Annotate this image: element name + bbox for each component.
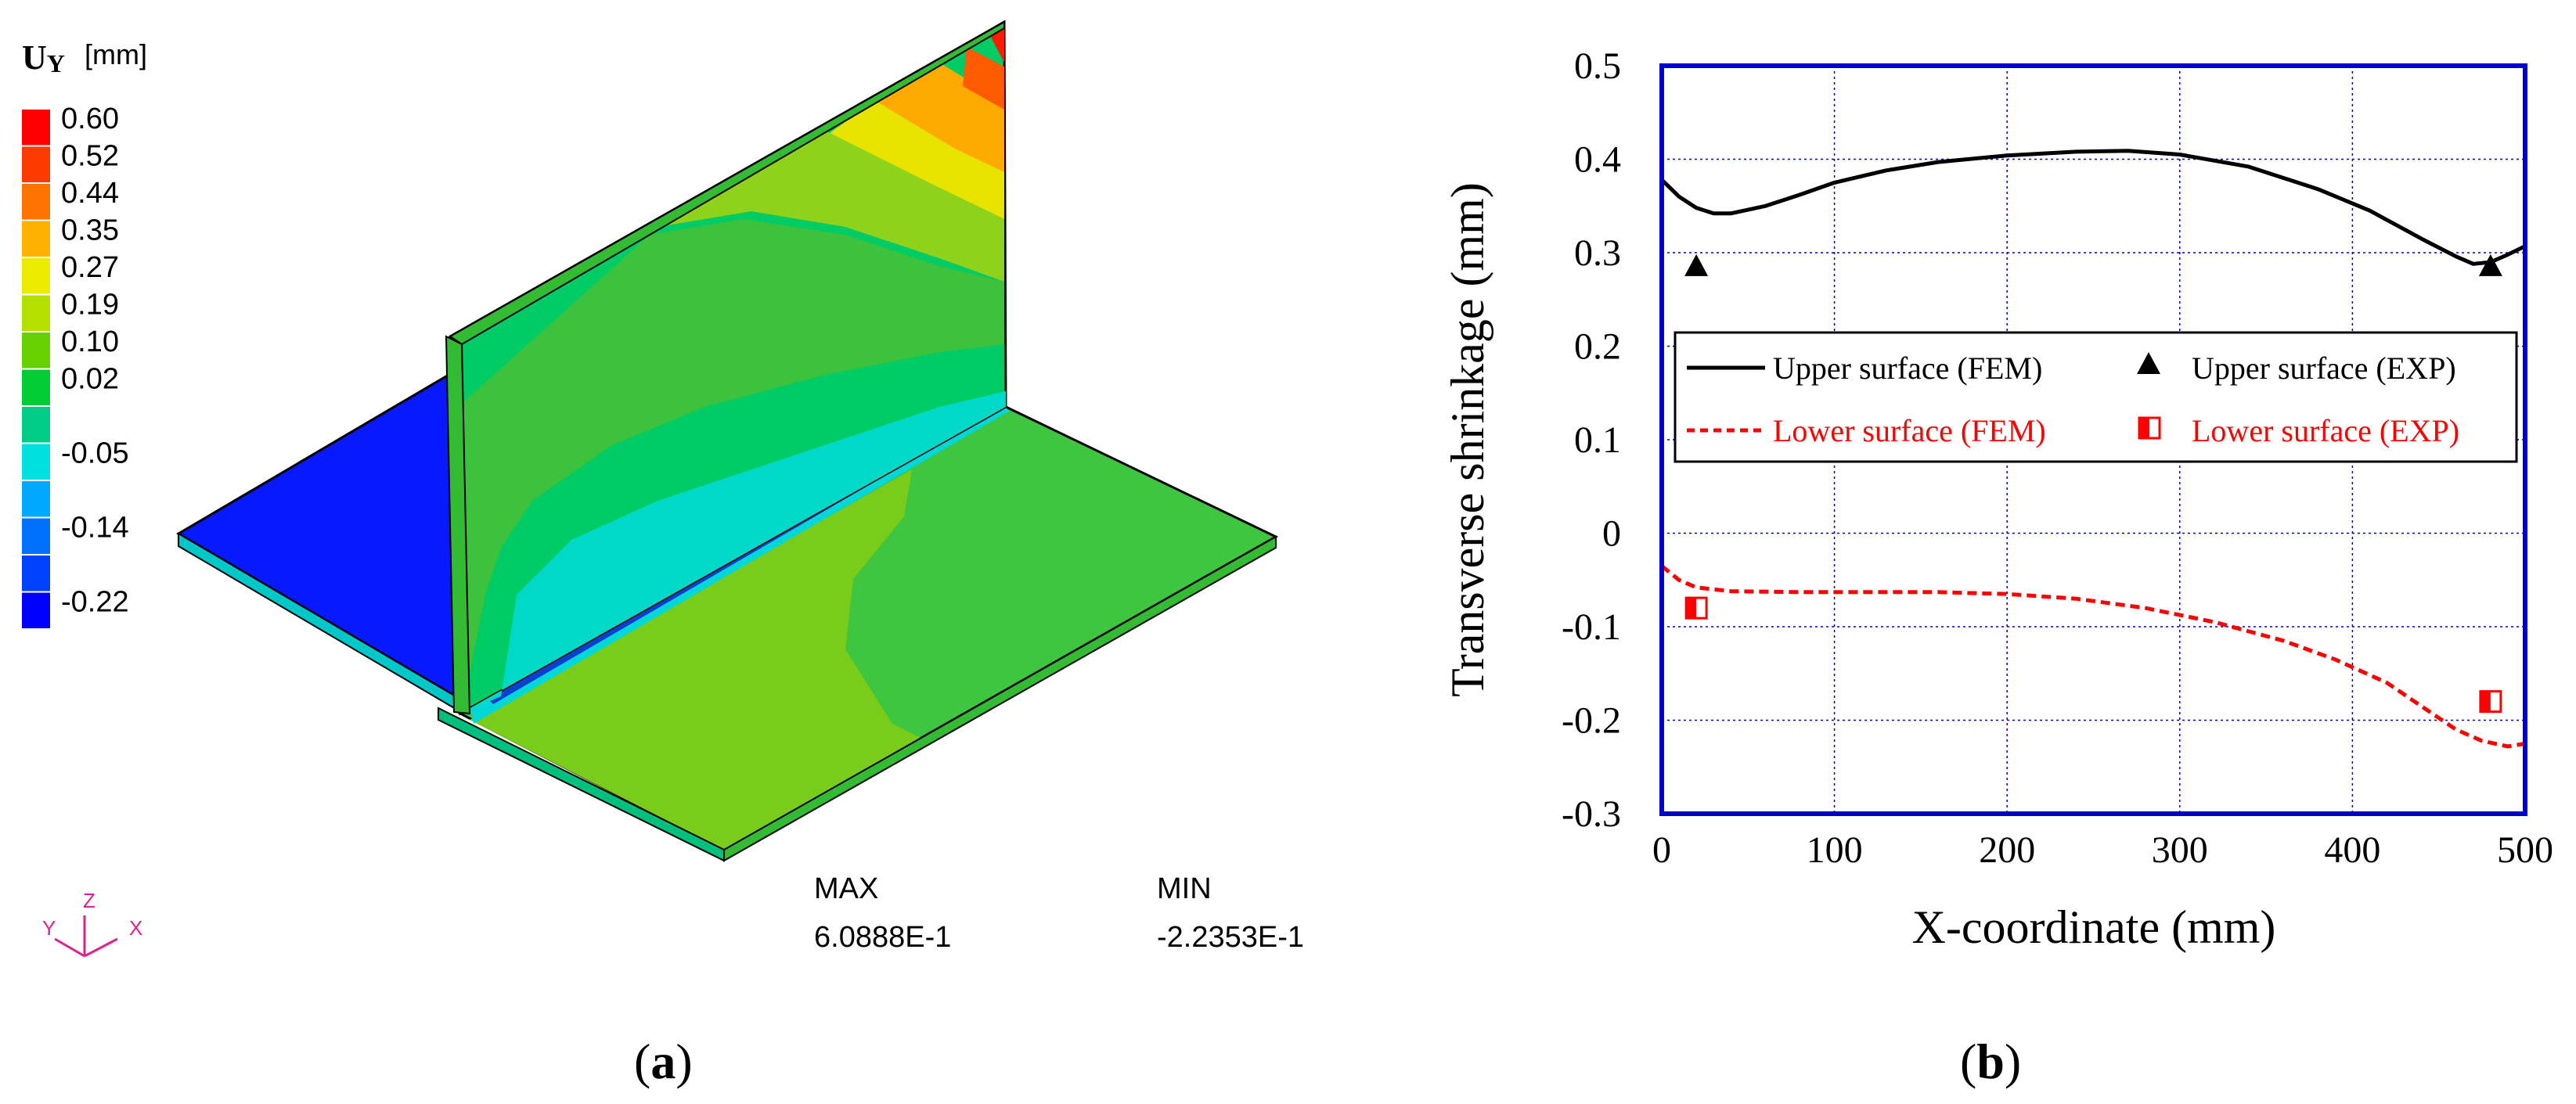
legend-label-lower-exp: Lower surface (EXP) [2192,413,2459,448]
series-point-fill [1686,598,1697,619]
panel-b: 0 100 200 300 400 500 -0.3 -0.2 -0.1 0 0.1 0.2 0.3 0.… [1442,45,2553,1089]
legend-swatch [22,333,50,369]
series-point-fill [2480,691,2491,712]
axes-triad [54,915,118,958]
legend-label-upper-fem: Upper surface (FEM) [1773,351,2042,386]
flange-front-edge [438,707,725,862]
legend-swatch [22,481,50,517]
flange-left-region [176,372,457,699]
series-line [1660,564,2526,749]
legend-level-label: 0.02 [61,363,119,396]
legend-level-label: 0.19 [61,289,119,322]
plot-frame [1659,63,2527,816]
panel-a: UY [mm] 0.60 0.52 0.44 0.35 0.27 0.190.10 0.02… [22,20,1304,1089]
series-line [1660,149,2527,266]
y-tick-label: 0 [1602,513,1621,555]
legend-swatch [22,221,50,257]
x-tick-label: 400 [2324,829,2380,871]
legend-swatch [22,444,50,480]
legend-swatch [22,518,50,554]
contour-legend: 0.60 0.52 0.44 0.35 0.27 0.190.10 0.02 -0.05 -0.… [22,102,129,628]
legend-swatch [22,556,50,592]
x-tick-label: 300 [2152,829,2208,871]
legend-swatch [22,295,50,331]
legend-title: UY [22,38,65,77]
web-red-orange-zone [963,47,1004,110]
max-label: MAX [814,872,878,905]
legend-marker-upper-exp [2137,352,2160,374]
legend-marker-lower-exp-fill [2139,418,2149,438]
legend-level-label: 0.44 [61,177,119,210]
legend-level-label: -0.05 [61,437,129,470]
x-tick-label: 0 [1652,829,1671,871]
plot-legend: Upper surface (FEM) Upper surface (EXP) … [1673,331,2518,463]
y-tick-label: -0.2 [1562,700,1621,742]
y-tick-label: -0.3 [1562,793,1621,835]
legend-swatch [22,407,50,443]
web-yellowgreen-zone [658,129,1004,282]
legend-label-upper-exp: Upper surface (EXP) [2192,351,2456,386]
legend-swatch [22,369,50,405]
legend-level-label: 0.10 [61,325,119,358]
triad-label-x: X [129,916,142,940]
plot-series [1660,149,2527,749]
legend-level-label: -0.22 [61,586,129,619]
y-tick-label: -0.1 [1562,606,1621,648]
y-tick-label: 0.3 [1574,232,1621,274]
x-tick-label: 100 [1807,829,1863,871]
legend-swatch [22,184,50,220]
y-tick-label: 0.1 [1574,419,1621,461]
triad-label-y: Y [42,916,56,940]
min-label: MIN [1157,872,1212,905]
panel-b-caption: (b) [1960,1034,2021,1089]
y-tick-label: 0.5 [1574,45,1621,87]
legend-level-label: 0.35 [61,214,119,247]
min-value: -2.2353E-1 [1157,921,1304,954]
legend-swatch [22,258,50,294]
x-tick-label: 200 [1979,829,2035,871]
legend-swatch [22,592,50,628]
legend-label-lower-fem: Lower surface (FEM) [1773,413,2046,448]
triad-label-z: Z [83,889,95,912]
legend-swatch [22,110,50,146]
x-tick-label: 500 [2497,829,2553,871]
plot-tick-labels: 0 100 200 300 400 500 -0.3 -0.2 -0.1 0 0.1 0.2 0.3 0.… [1562,45,2553,871]
legend-title-unit: [mm] [85,38,147,70]
max-value: 6.0888E-1 [814,921,951,954]
web-yellow-zone [830,94,1004,219]
y-tick-label: 0.4 [1574,139,1621,181]
legend-swatch [22,146,50,182]
y-axis-label: Transverse shrinkage (mm) [1442,182,1493,697]
web-cyan-zone [460,391,1006,714]
legend-level-label: -0.14 [61,512,129,545]
legend-level-label: 0.52 [61,140,119,173]
panel-a-caption: (a) [634,1034,693,1089]
series-point [2478,254,2502,276]
flange-right-yellowgreen-zone [470,469,924,850]
web-green-zone [458,219,1004,673]
legend-level-label: 0.27 [61,251,119,284]
legend-box [1673,331,2518,463]
legend-level-label: 0.60 [61,102,119,135]
web-left-edge [445,335,471,715]
x-axis-label: X-coordinate (mm) [1912,901,2276,953]
series-point [1684,254,1709,276]
y-tick-label: 0.2 [1574,326,1621,368]
